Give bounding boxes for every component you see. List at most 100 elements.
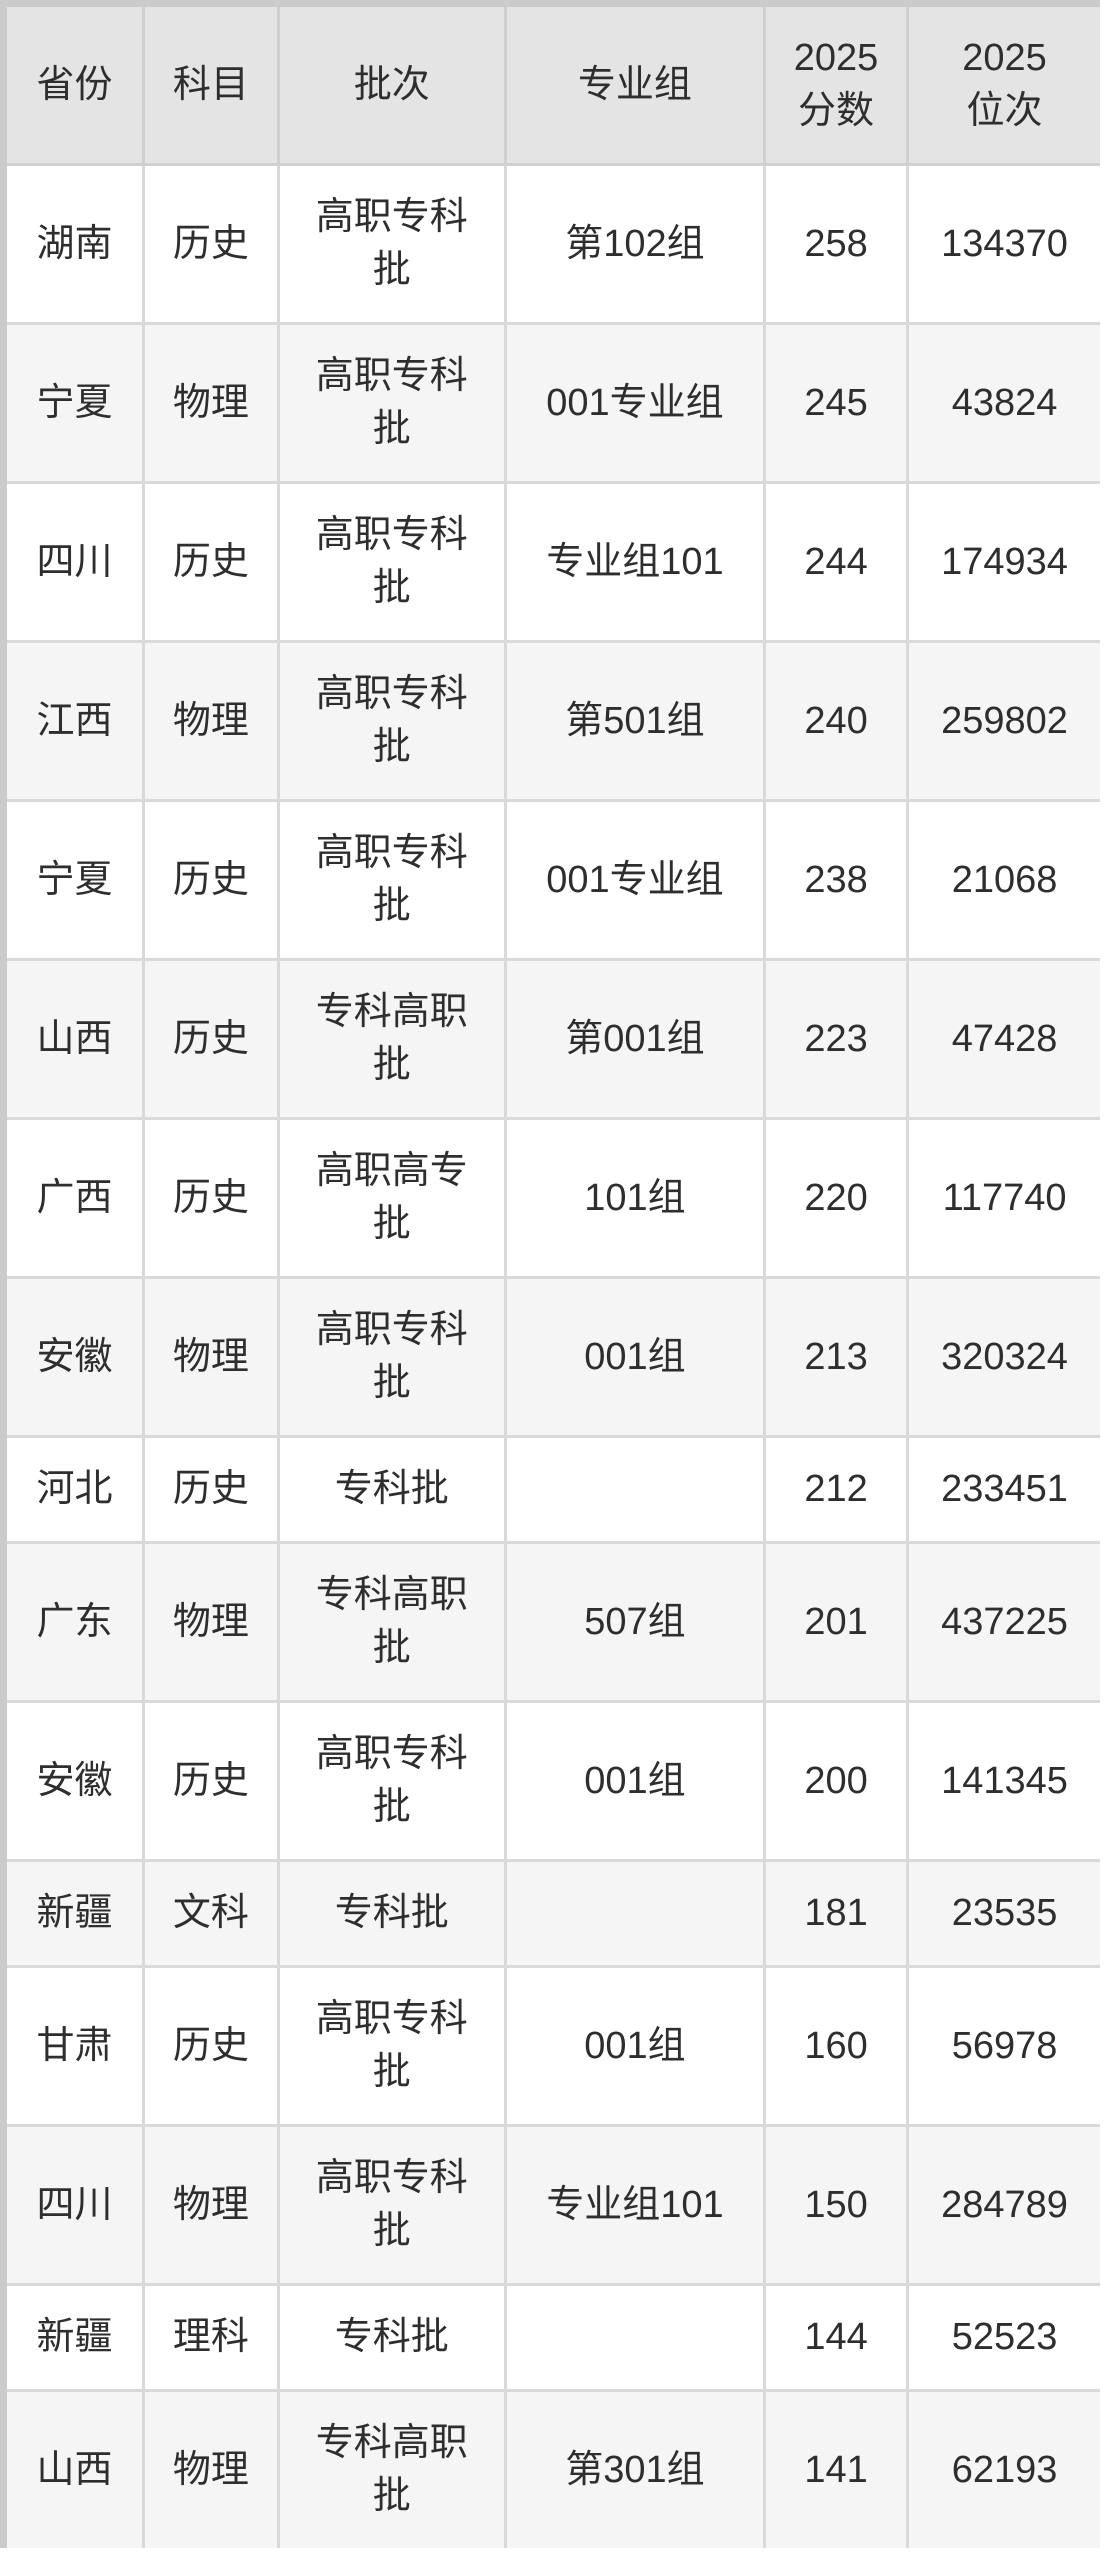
table-row: 广东 物理 专科高职批 507组 201 437225: [7, 1541, 1100, 1703]
cell-subject: 历史: [142, 1965, 280, 2127]
cell-group: 001专业组: [503, 322, 766, 484]
cell-score: 181: [762, 1859, 910, 1968]
cell-score: 160: [762, 1965, 910, 2127]
cell-rank: 43824: [906, 322, 1100, 484]
cell-batch: 专科批: [276, 1859, 507, 1968]
cell-rank: 47428: [906, 958, 1100, 1120]
table-row: 山西 物理 专科高职批 第301组 141 62193: [7, 2389, 1100, 2548]
cell-rank: 174934: [906, 481, 1100, 643]
table-row: 山西 历史 专科高职批 第001组 223 47428: [7, 958, 1100, 1120]
cell-score: 213: [762, 1276, 910, 1438]
column-header-batch: 批次: [276, 7, 507, 166]
table-row: 广西 历史 高职高专批 101组 220 117740: [7, 1117, 1100, 1279]
cell-province: 湖南: [7, 163, 146, 325]
column-header-province: 省份: [7, 7, 146, 166]
cell-group: [503, 1435, 766, 1544]
cell-score: 240: [762, 640, 910, 802]
cell-province: 新疆: [7, 2283, 146, 2392]
cell-province: 安徽: [7, 1276, 146, 1438]
table-row: 宁夏 物理 高职专科批 001专业组 245 43824: [7, 322, 1100, 484]
cell-rank: 141345: [906, 1700, 1100, 1862]
cell-group: 001组: [503, 1276, 766, 1438]
cell-score: 245: [762, 322, 910, 484]
cell-province: 四川: [7, 2124, 146, 2286]
cell-rank: 62193: [906, 2389, 1100, 2548]
cell-subject: 文科: [142, 1859, 280, 1968]
cell-rank: 437225: [906, 1541, 1100, 1703]
cell-subject: 历史: [142, 958, 280, 1120]
table-row: 新疆 文科 专科批 181 23535: [7, 1859, 1100, 1968]
table-row: 安徽 历史 高职专科批 001组 200 141345: [7, 1700, 1100, 1862]
cell-rank: 23535: [906, 1859, 1100, 1968]
cell-score: 220: [762, 1117, 910, 1279]
column-header-score: 2025 分数: [762, 7, 910, 166]
table-row: 湖南 历史 高职专科批 第102组 258 134370: [7, 163, 1100, 325]
column-header-rank-year: 2025: [962, 37, 1047, 79]
cell-score: 144: [762, 2283, 910, 2392]
cell-subject: 历史: [142, 1117, 280, 1279]
cell-batch: 专科批: [276, 1435, 507, 1544]
cell-rank: 320324: [906, 1276, 1100, 1438]
table-row: 甘肃 历史 高职专科批 001组 160 56978: [7, 1965, 1100, 2127]
cell-batch: 高职专科批: [276, 640, 507, 802]
cell-subject: 物理: [142, 2389, 280, 2548]
cell-rank: 233451: [906, 1435, 1100, 1544]
cell-score: 141: [762, 2389, 910, 2548]
table-header: 省份 科目 批次 专业组 2025 分数 2025 位次: [7, 7, 1100, 166]
cell-province: 四川: [7, 481, 146, 643]
table-body: 湖南 历史 高职专科批 第102组 258 134370 宁夏 物理 高职专科批 001专业组 24…: [7, 163, 1100, 2548]
cell-group: 507组: [503, 1541, 766, 1703]
cell-subject: 物理: [142, 322, 280, 484]
cell-subject: 历史: [142, 481, 280, 643]
table-row: 河北 历史 专科批 212 233451: [7, 1435, 1100, 1544]
cell-province: 安徽: [7, 1700, 146, 1862]
cell-score: 201: [762, 1541, 910, 1703]
cell-group: 专业组101: [503, 481, 766, 643]
cell-subject: 物理: [142, 640, 280, 802]
cell-province: 河北: [7, 1435, 146, 1544]
cell-rank: 117740: [906, 1117, 1100, 1279]
admission-scores-table: 省份 科目 批次 专业组 2025 分数 2025 位次 湖南 历史 高职专科批 第1…: [7, 7, 1100, 2548]
cell-batch: 高职专科批: [276, 322, 507, 484]
column-header-rank: 2025 位次: [906, 7, 1100, 166]
cell-batch: 专科高职批: [276, 1541, 507, 1703]
cell-subject: 理科: [142, 2283, 280, 2392]
cell-batch: 高职专科批: [276, 1276, 507, 1438]
cell-province: 江西: [7, 640, 146, 802]
cell-score: 212: [762, 1435, 910, 1544]
cell-score: 200: [762, 1700, 910, 1862]
cell-province: 宁夏: [7, 322, 146, 484]
cell-group: 专业组101: [503, 2124, 766, 2286]
cell-rank: 259802: [906, 640, 1100, 802]
cell-subject: 物理: [142, 1276, 280, 1438]
cell-province: 新疆: [7, 1859, 146, 1968]
cell-group: 第301组: [503, 2389, 766, 2548]
cell-group: [503, 1859, 766, 1968]
cell-subject: 历史: [142, 1700, 280, 1862]
cell-batch: 高职专科批: [276, 481, 507, 643]
table-row: 安徽 物理 高职专科批 001组 213 320324: [7, 1276, 1100, 1438]
column-header-score-year: 2025: [793, 37, 879, 79]
cell-rank: 21068: [906, 799, 1100, 961]
cell-province: 宁夏: [7, 799, 146, 961]
header-row: 省份 科目 批次 专业组 2025 分数 2025 位次: [7, 7, 1100, 166]
cell-province: 山西: [7, 958, 146, 1120]
cell-group: 001专业组: [503, 799, 766, 961]
cell-subject: 物理: [142, 2124, 280, 2286]
cell-group: 第501组: [503, 640, 766, 802]
cell-rank: 52523: [906, 2283, 1100, 2392]
cell-subject: 历史: [142, 163, 280, 325]
table-row: 新疆 理科 专科批 144 52523: [7, 2283, 1100, 2392]
cell-batch: 高职高专批: [276, 1117, 507, 1279]
cell-batch: 高职专科批: [276, 163, 507, 325]
cell-province: 山西: [7, 2389, 146, 2548]
column-header-group: 专业组: [503, 7, 766, 166]
cell-group: 001组: [503, 1700, 766, 1862]
column-header-subject: 科目: [142, 7, 280, 166]
table-row: 宁夏 历史 高职专科批 001专业组 238 21068: [7, 799, 1100, 961]
cell-rank: 134370: [906, 163, 1100, 325]
cell-score: 150: [762, 2124, 910, 2286]
cell-subject: 历史: [142, 799, 280, 961]
cell-rank: 284789: [906, 2124, 1100, 2286]
